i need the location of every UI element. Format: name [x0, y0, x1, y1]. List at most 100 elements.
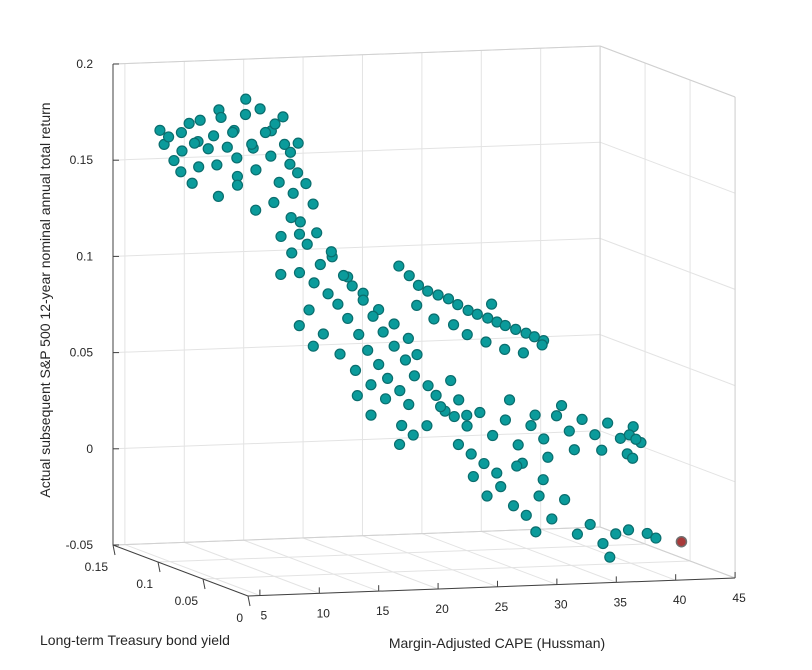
data-point	[314, 258, 326, 271]
data-point	[317, 328, 329, 340]
data-point	[278, 138, 291, 151]
data-point	[430, 389, 442, 401]
data-point	[528, 331, 540, 343]
data-point	[273, 176, 285, 188]
data-point	[207, 130, 220, 142]
data-point	[168, 154, 180, 167]
data-point	[517, 347, 530, 359]
x-tick-label: 45	[732, 591, 746, 605]
data-point	[351, 390, 363, 402]
data-point	[277, 111, 289, 123]
data-point	[211, 159, 223, 171]
grid	[112, 45, 736, 597]
data-point	[307, 198, 319, 210]
data-point	[602, 417, 614, 429]
y-axis-label: Long-term Treasury bond yield	[40, 632, 230, 648]
data-point	[482, 312, 494, 324]
data-point	[529, 409, 541, 421]
data-point	[568, 444, 580, 456]
floor-grid-line	[481, 530, 617, 583]
data-point	[481, 490, 493, 502]
data-point	[377, 326, 389, 338]
data-point	[499, 319, 511, 332]
x-axis-label: Margin-Adjusted CAPE (Hussman)	[389, 635, 605, 651]
data-point	[259, 126, 272, 139]
data-point	[512, 439, 524, 451]
z-axis-label: Actual subsequent S&P 500 12-year nomina…	[37, 102, 53, 497]
data-point	[453, 394, 465, 406]
data-point	[373, 358, 385, 371]
data-point	[250, 164, 262, 176]
data-point	[452, 438, 465, 451]
data-point	[533, 490, 545, 502]
data-point	[499, 414, 511, 426]
data-point	[176, 145, 188, 157]
data-point	[268, 196, 280, 209]
data-point	[365, 409, 377, 421]
y-tick	[247, 595, 251, 607]
data-point	[342, 312, 354, 325]
y-tick-label: 0.05	[175, 594, 199, 608]
data-point	[499, 343, 511, 355]
data-point	[461, 409, 473, 421]
x-tick-label: 40	[673, 593, 687, 607]
data-point	[403, 270, 415, 282]
data-point	[550, 410, 563, 422]
data-point	[246, 138, 258, 150]
data-point	[353, 328, 365, 341]
data-point	[461, 329, 473, 341]
data-point	[627, 452, 639, 464]
data-point	[563, 425, 575, 437]
data-point	[362, 344, 374, 356]
data-point	[537, 474, 549, 486]
data-point	[421, 420, 433, 432]
data-point	[571, 528, 584, 540]
back-wall-grid-line	[112, 334, 601, 354]
data-point	[293, 267, 306, 279]
data-point	[300, 177, 312, 190]
x-tick-label: 30	[554, 598, 568, 612]
data-point	[202, 143, 214, 155]
data-point	[254, 103, 266, 115]
y-axis-line	[112, 544, 249, 597]
data-point	[393, 438, 406, 451]
data-point	[250, 204, 262, 216]
data-point	[474, 406, 486, 419]
z-tick-label: 0	[86, 442, 93, 456]
data-point	[485, 298, 498, 310]
data-point	[275, 230, 287, 243]
data-point	[408, 370, 420, 382]
data-point	[462, 304, 474, 316]
data-point	[307, 340, 319, 352]
data-point	[432, 289, 444, 301]
data-point	[411, 348, 423, 361]
y-tick-label: 0	[236, 611, 243, 625]
floor-grid-line	[421, 533, 558, 586]
data-point	[193, 161, 205, 173]
data-point	[240, 93, 252, 105]
data-point	[275, 268, 287, 281]
data-point	[520, 509, 532, 521]
data-point	[407, 429, 419, 441]
data-point	[334, 348, 346, 360]
data-point	[188, 137, 201, 149]
back-wall-grid-line	[112, 430, 601, 450]
side-wall-grid-line	[599, 141, 736, 194]
data-point	[589, 429, 601, 441]
data-point	[294, 216, 306, 228]
data-point	[478, 457, 490, 470]
data-point	[284, 146, 297, 158]
data-point	[293, 320, 305, 332]
y-tick	[157, 561, 161, 573]
data-point	[293, 228, 306, 240]
data-point	[452, 299, 464, 311]
data-point	[239, 108, 252, 121]
data-point	[597, 537, 609, 550]
z-tick-label: -0.05	[66, 538, 94, 552]
data-point	[394, 385, 406, 397]
x-tick-label: 15	[376, 604, 390, 618]
data-point	[542, 451, 554, 463]
data-point	[346, 280, 358, 292]
